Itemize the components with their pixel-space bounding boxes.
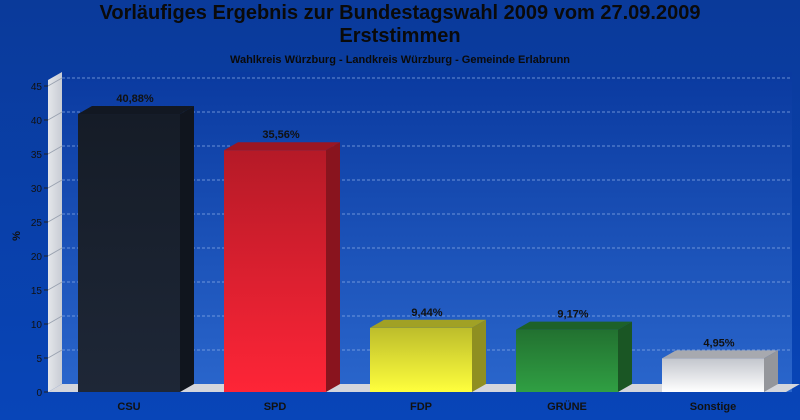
value-label: 9,17% xyxy=(557,309,588,321)
y-tick-label: 20 xyxy=(31,252,43,263)
y-tick-label: 25 xyxy=(31,218,43,229)
y-tick-label: 35 xyxy=(31,150,43,161)
wall-gridline xyxy=(47,281,63,291)
chart-title: Vorläufiges Ergebnis zur Bundestagswahl … xyxy=(0,2,800,48)
y-axis-label: % xyxy=(11,231,23,241)
category-label: FDP xyxy=(410,401,432,413)
category-label: CSU xyxy=(117,401,140,413)
y-tick-label: 15 xyxy=(31,286,43,297)
bar-spd xyxy=(224,150,326,392)
wall-gridline xyxy=(47,77,63,87)
wall-gridline xyxy=(47,247,63,257)
bar-sonstige xyxy=(662,358,764,392)
category-label: Sonstige xyxy=(690,401,736,413)
bar-csu xyxy=(78,114,180,393)
wall-gridline xyxy=(47,111,63,121)
wall-gridline xyxy=(47,145,63,155)
category-label: GRÜNE xyxy=(547,400,587,413)
wall-gridline xyxy=(47,349,63,359)
category-label: SPD xyxy=(264,401,287,413)
chart-subtitle: Wahlkreis Würzburg - Landkreis Würzburg … xyxy=(229,54,571,66)
bar-side xyxy=(472,319,486,392)
bar-grüne xyxy=(516,329,618,392)
wall-gridline xyxy=(47,179,63,189)
bar-top xyxy=(224,142,340,151)
bar-side xyxy=(764,350,778,392)
bar-top xyxy=(78,106,194,115)
wall-gridline xyxy=(47,213,63,223)
chart-title-line1: Vorläufiges Ergebnis zur Bundestagswahl … xyxy=(99,2,701,24)
bar-top xyxy=(516,321,632,330)
y-tick-label: 45 xyxy=(31,82,43,93)
value-label: 4,95% xyxy=(703,337,734,349)
y-tick-label: 0 xyxy=(36,388,42,399)
y-tick-label: 10 xyxy=(31,320,43,331)
chart-title-line2: Erststimmen xyxy=(339,25,461,47)
y-tick-label: 40 xyxy=(31,116,43,127)
value-label: 40,88% xyxy=(116,93,154,105)
value-label: 35,56% xyxy=(262,129,300,141)
bar-fdp xyxy=(370,327,472,392)
bar-top xyxy=(370,319,486,328)
y-tick-label: 5 xyxy=(36,354,42,365)
bar-side xyxy=(326,142,340,392)
bar-side xyxy=(618,321,632,392)
y-tick-label: 30 xyxy=(31,184,43,195)
wall-gridline xyxy=(47,315,63,325)
left-wall xyxy=(48,72,62,392)
value-label: 9,44% xyxy=(411,307,442,319)
bar-top xyxy=(662,350,778,359)
bar-side xyxy=(180,106,194,393)
